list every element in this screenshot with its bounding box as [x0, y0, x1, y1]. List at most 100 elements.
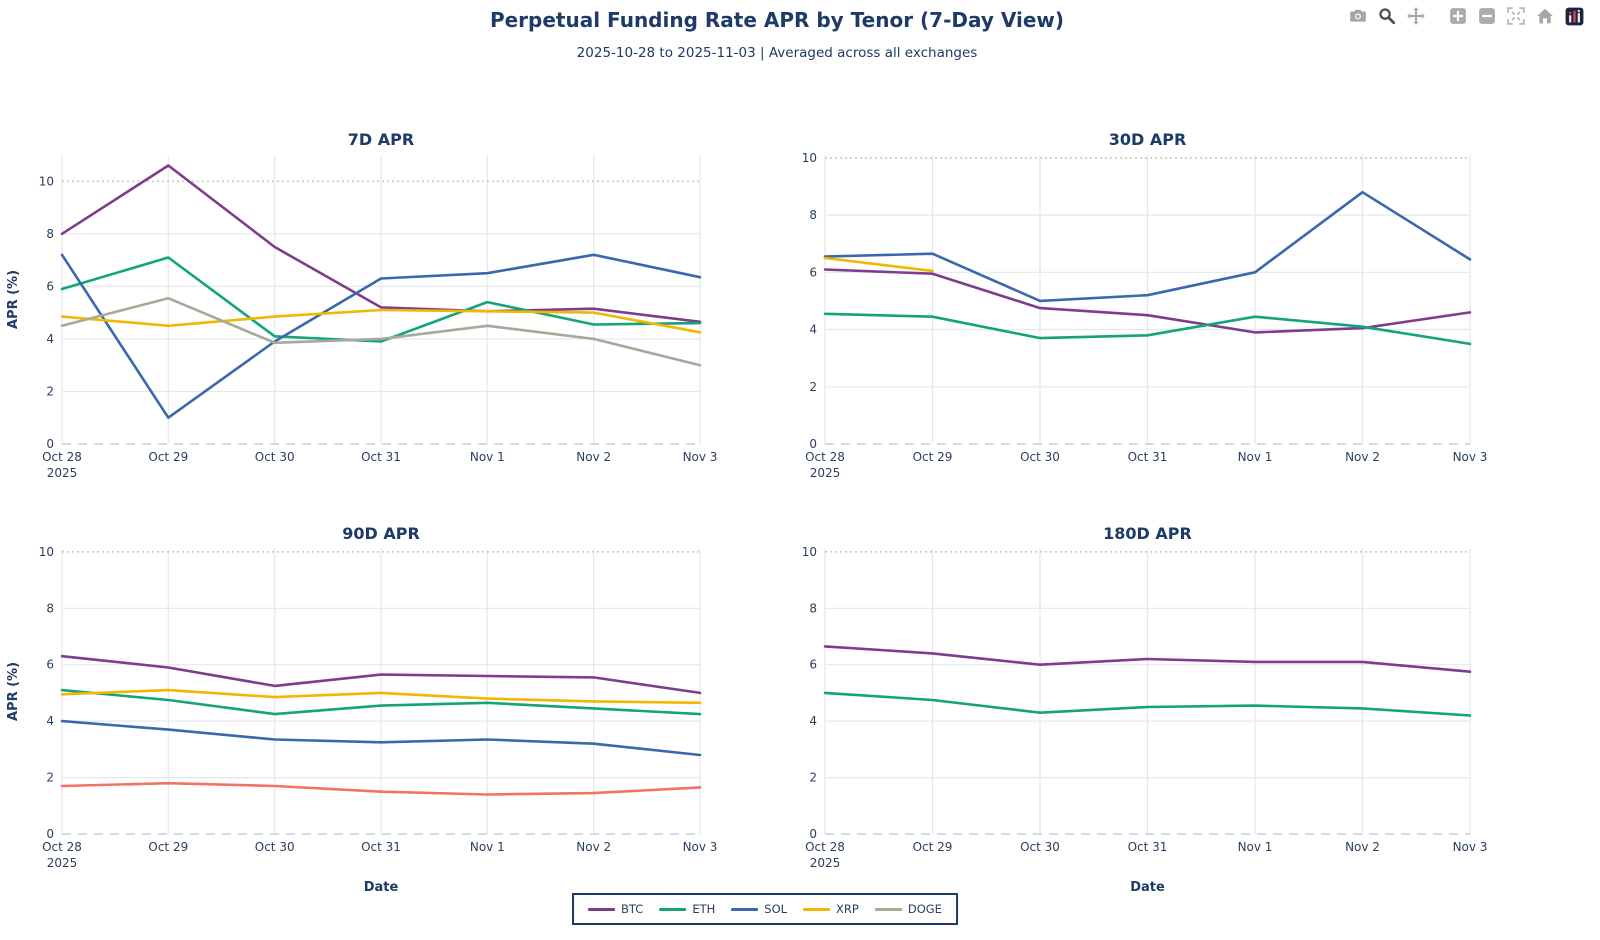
- svg-text:4: 4: [809, 323, 817, 337]
- svg-text:2025: 2025: [810, 466, 841, 480]
- subplot-30d-apr: 30D APR 0 2 4 6 8 10 Oct 28 2025 Oct 29 Oct 30 Oct…: [790, 129, 1560, 484]
- subplot-title: 7D APR: [347, 130, 415, 149]
- plotly-modebar: [1348, 6, 1584, 26]
- svg-text:Oct 28: Oct 28: [42, 840, 82, 854]
- chart-canvas-180d[interactable]: 0 2 4 6 8 10 Oct 28 2025 Oct 29 Oct 30 Oct 31 Nov 1…: [790, 545, 1560, 896]
- svg-text:Oct 30: Oct 30: [255, 840, 295, 854]
- chart-canvas-30d[interactable]: 0 2 4 6 8 10 Oct 28 2025 Oct 29 Oct 30 Oct 31 Nov 1…: [790, 151, 1560, 484]
- svg-text:Oct 29: Oct 29: [148, 450, 188, 464]
- svg-text:Oct 29: Oct 29: [148, 840, 188, 854]
- pan-icon[interactable]: [1406, 6, 1426, 26]
- svg-text:2: 2: [809, 771, 817, 785]
- svg-text:4: 4: [809, 714, 817, 728]
- svg-text:6: 6: [809, 658, 817, 672]
- subplot-title: 90D APR: [342, 524, 420, 543]
- svg-text:Nov 3: Nov 3: [683, 840, 718, 854]
- svg-text:Nov 3: Nov 3: [1453, 450, 1488, 464]
- svg-text:Oct 30: Oct 30: [1020, 450, 1060, 464]
- zoom-out-icon[interactable]: [1477, 6, 1497, 26]
- svg-text:Nov 2: Nov 2: [1345, 450, 1380, 464]
- subplot-title: 180D APR: [1103, 524, 1192, 543]
- legend: BTC ETH SOL XRP DOGE: [572, 893, 958, 925]
- svg-text:2025: 2025: [47, 856, 78, 870]
- svg-text:APR (%): APR (%): [6, 270, 21, 329]
- svg-text:10: 10: [802, 151, 817, 165]
- svg-text:8: 8: [46, 227, 54, 241]
- svg-text:2: 2: [46, 771, 54, 785]
- svg-text:Date: Date: [364, 880, 399, 895]
- legend-item-btc[interactable]: BTC: [588, 902, 643, 916]
- svg-text:6: 6: [46, 279, 54, 293]
- svg-text:Nov 2: Nov 2: [576, 450, 611, 464]
- svg-text:Oct 29: Oct 29: [913, 450, 953, 464]
- sol-line-swatch: [731, 907, 759, 911]
- svg-text:Oct 28: Oct 28: [42, 450, 82, 464]
- svg-text:Nov 1: Nov 1: [470, 840, 505, 854]
- legend-item-xrp[interactable]: XRP: [803, 902, 859, 916]
- svg-text:APR (%): APR (%): [6, 662, 21, 721]
- plotly-logo-icon[interactable]: [1564, 6, 1584, 26]
- page-title: Perpetual Funding Rate APR by Tenor (7-D…: [489, 8, 1065, 32]
- svg-text:10: 10: [39, 174, 54, 188]
- legend-label: ETH: [692, 902, 716, 916]
- svg-text:Nov 1: Nov 1: [1238, 840, 1273, 854]
- xrp-line-swatch: [803, 907, 831, 911]
- svg-text:10: 10: [39, 545, 54, 559]
- svg-text:0: 0: [46, 437, 54, 451]
- subplot-title: 30D APR: [1108, 130, 1187, 149]
- svg-text:Oct 28: Oct 28: [805, 840, 845, 854]
- svg-text:6: 6: [46, 658, 54, 672]
- svg-text:10: 10: [802, 545, 817, 559]
- svg-text:2025: 2025: [810, 856, 841, 870]
- svg-text:4: 4: [46, 714, 54, 728]
- svg-text:Oct 30: Oct 30: [1020, 840, 1060, 854]
- legend-item-eth[interactable]: ETH: [659, 902, 715, 916]
- svg-text:2025: 2025: [47, 466, 78, 480]
- legend-item-doge[interactable]: DOGE: [874, 902, 942, 916]
- legend-label: XRP: [836, 902, 859, 916]
- svg-text:Nov 1: Nov 1: [1238, 450, 1273, 464]
- page-subtitle: 2025-10-28 to 2025-11-03 | Averaged acro…: [576, 45, 978, 61]
- svg-text:8: 8: [46, 601, 54, 615]
- home-icon[interactable]: [1535, 6, 1555, 26]
- svg-text:Oct 31: Oct 31: [1128, 840, 1168, 854]
- svg-text:Oct 29: Oct 29: [913, 840, 953, 854]
- svg-text:Oct 31: Oct 31: [1128, 450, 1168, 464]
- subplot-180d-apr: 180D APR 0 2 4 6 8 10 Oct 28 2025 Oct 29 Oct 30 Oc…: [790, 523, 1560, 896]
- chart-canvas-7d[interactable]: 0 2 4 6 8 10 Oct 28 2025 Oct 29 Oct 30 Oct 31 Nov 1…: [0, 151, 770, 484]
- svg-text:Nov 3: Nov 3: [1453, 840, 1488, 854]
- svg-text:0: 0: [809, 827, 817, 841]
- legend-item-sol[interactable]: SOL: [731, 902, 787, 916]
- autoscale-icon[interactable]: [1506, 6, 1526, 26]
- svg-text:Nov 1: Nov 1: [470, 450, 505, 464]
- svg-text:2: 2: [46, 385, 54, 399]
- svg-text:8: 8: [809, 601, 817, 615]
- svg-text:Oct 30: Oct 30: [255, 450, 295, 464]
- btc-line-swatch: [588, 907, 616, 911]
- svg-text:4: 4: [46, 332, 54, 346]
- svg-text:Nov 2: Nov 2: [1345, 840, 1380, 854]
- svg-text:0: 0: [809, 437, 817, 451]
- svg-text:Oct 28: Oct 28: [805, 450, 845, 464]
- svg-text:8: 8: [809, 208, 817, 222]
- legend-label: DOGE: [907, 902, 942, 916]
- subplot-7d-apr: 7D APR 0 2 4 6 8 10 Oct 28 2025 Oct 29 Oct 30 Oct …: [0, 129, 770, 484]
- svg-text:2: 2: [809, 380, 817, 394]
- svg-text:Oct 31: Oct 31: [361, 840, 401, 854]
- legend-label: BTC: [621, 902, 644, 916]
- doge-line-swatch: [874, 907, 902, 911]
- svg-text:Nov 3: Nov 3: [683, 450, 718, 464]
- camera-icon[interactable]: [1348, 6, 1368, 26]
- eth-line-swatch: [659, 907, 687, 911]
- svg-text:Nov 2: Nov 2: [576, 840, 611, 854]
- subplot-90d-apr: 90D APR 0 2 4 6 8 10 Oct 28 2025 Oct 29 Oct 30 Oct…: [0, 523, 770, 896]
- svg-text:Date: Date: [1130, 880, 1165, 895]
- svg-text:0: 0: [46, 827, 54, 841]
- svg-text:6: 6: [809, 265, 817, 279]
- chart-canvas-90d[interactable]: 0 2 4 6 8 10 Oct 28 2025 Oct 29 Oct 30 Oct 31 Nov 1…: [0, 545, 770, 896]
- zoom-in-icon[interactable]: [1448, 6, 1468, 26]
- zoom-icon[interactable]: [1377, 6, 1397, 26]
- legend-label: SOL: [764, 902, 788, 916]
- svg-text:Oct 31: Oct 31: [361, 450, 401, 464]
